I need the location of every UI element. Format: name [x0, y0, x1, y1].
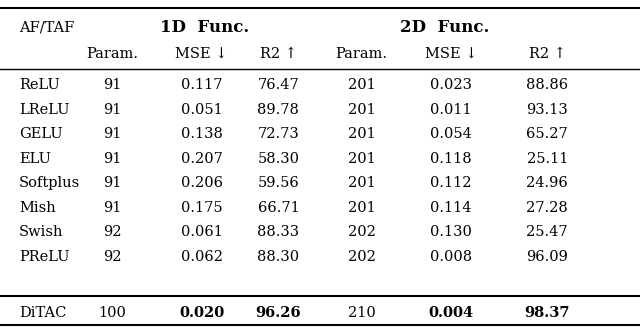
Text: AF/TAF: AF/TAF [19, 21, 75, 35]
Text: 96.26: 96.26 [255, 306, 301, 320]
Text: ReLU: ReLU [19, 78, 60, 92]
Text: 100: 100 [98, 306, 126, 320]
Text: 25.47: 25.47 [526, 225, 568, 239]
Text: 72.73: 72.73 [257, 127, 300, 141]
Text: 92: 92 [103, 250, 121, 264]
Text: 25.11: 25.11 [527, 152, 568, 165]
Text: 24.96: 24.96 [526, 176, 568, 190]
Text: 0.008: 0.008 [430, 250, 472, 264]
Text: ELU: ELU [19, 152, 51, 165]
Text: 0.023: 0.023 [430, 78, 472, 92]
Text: 93.13: 93.13 [526, 103, 568, 116]
Text: LReLU: LReLU [19, 103, 70, 116]
Text: 91: 91 [103, 201, 121, 215]
Text: 201: 201 [348, 103, 376, 116]
Text: 0.112: 0.112 [431, 176, 472, 190]
Text: Swish: Swish [19, 225, 64, 239]
Text: 0.114: 0.114 [431, 201, 472, 215]
Text: MSE ↓: MSE ↓ [425, 47, 477, 61]
Text: 91: 91 [103, 78, 121, 92]
Text: 0.061: 0.061 [180, 225, 223, 239]
Text: 202: 202 [348, 250, 376, 264]
Text: 91: 91 [103, 127, 121, 141]
Text: 202: 202 [348, 225, 376, 239]
Text: Softplus: Softplus [19, 176, 81, 190]
Text: 91: 91 [103, 176, 121, 190]
Text: 91: 91 [103, 152, 121, 165]
Text: 0.011: 0.011 [430, 103, 472, 116]
Text: 201: 201 [348, 201, 376, 215]
Text: GELU: GELU [19, 127, 63, 141]
Text: 76.47: 76.47 [257, 78, 300, 92]
Text: 1D  Func.: 1D Func. [160, 19, 250, 36]
Text: Mish: Mish [19, 201, 56, 215]
Text: 96.09: 96.09 [526, 250, 568, 264]
Text: 66.71: 66.71 [257, 201, 300, 215]
Text: 98.37: 98.37 [524, 306, 570, 320]
Text: 88.30: 88.30 [257, 250, 300, 264]
Text: 92: 92 [103, 225, 121, 239]
Text: 0.054: 0.054 [430, 127, 472, 141]
Text: 0.118: 0.118 [430, 152, 472, 165]
Text: 91: 91 [103, 103, 121, 116]
Text: 0.004: 0.004 [429, 306, 474, 320]
Text: 0.020: 0.020 [179, 306, 224, 320]
Text: 58.30: 58.30 [257, 152, 300, 165]
Text: 0.206: 0.206 [180, 176, 223, 190]
Text: 201: 201 [348, 78, 376, 92]
Text: 0.117: 0.117 [181, 78, 222, 92]
Text: 201: 201 [348, 176, 376, 190]
Text: Param.: Param. [86, 47, 138, 61]
Text: 2D  Func.: 2D Func. [400, 19, 490, 36]
Text: 59.56: 59.56 [257, 176, 300, 190]
Text: 0.051: 0.051 [180, 103, 223, 116]
Text: Param.: Param. [335, 47, 388, 61]
Text: 0.175: 0.175 [180, 201, 223, 215]
Text: 0.130: 0.130 [430, 225, 472, 239]
Text: R2 ↑: R2 ↑ [260, 47, 297, 61]
Text: R2 ↑: R2 ↑ [529, 47, 566, 61]
Text: 0.138: 0.138 [180, 127, 223, 141]
Text: 88.33: 88.33 [257, 225, 300, 239]
Text: 201: 201 [348, 152, 376, 165]
Text: MSE ↓: MSE ↓ [175, 47, 228, 61]
Text: 210: 210 [348, 306, 376, 320]
Text: 0.207: 0.207 [180, 152, 223, 165]
Text: 27.28: 27.28 [526, 201, 568, 215]
Text: 88.86: 88.86 [526, 78, 568, 92]
Text: 89.78: 89.78 [257, 103, 300, 116]
Text: 65.27: 65.27 [526, 127, 568, 141]
Text: DiTAC: DiTAC [19, 306, 67, 320]
Text: 201: 201 [348, 127, 376, 141]
Text: 0.062: 0.062 [180, 250, 223, 264]
Text: PReLU: PReLU [19, 250, 70, 264]
